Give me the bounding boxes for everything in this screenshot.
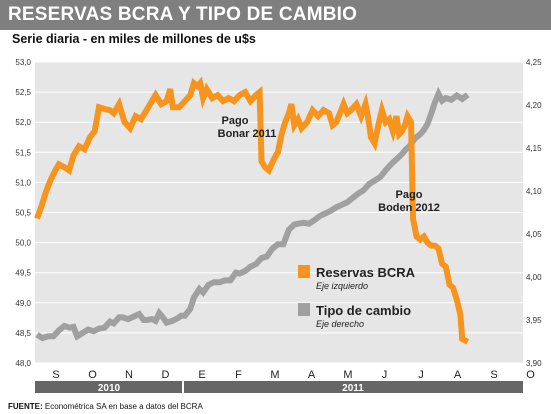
series-lines — [34, 76, 470, 345]
source-text: Econométrica SA en base a datos del BCRA — [44, 402, 203, 411]
right-tick-label: 4,05 — [526, 230, 542, 239]
source-note: FUENTE: Econométrica SA en base a datos … — [8, 402, 203, 411]
annotation-boden: Pago Boden 2012 — [378, 189, 440, 214]
month-tick-label: J — [418, 369, 424, 381]
month-tick-label: E — [198, 369, 205, 381]
year-label-2011: 2011 — [342, 383, 364, 394]
legend-note-tipo: Eje derecho — [316, 319, 364, 329]
left-tick-label: 53,0 — [15, 58, 31, 67]
left-tick-label: 50,0 — [15, 239, 31, 248]
series-line-reservas — [34, 76, 470, 345]
left-tick-label: 49,5 — [15, 269, 31, 278]
month-tick-label: O — [88, 369, 97, 381]
right-axis-ticks: 3,90 3,95 4,00 4,05 4,10 4,15 4,20 4,25 — [526, 58, 542, 368]
annotation-bonar-line2: Bonar 2011 — [218, 128, 277, 140]
right-tick-label: 4,00 — [526, 273, 542, 282]
annotation-bonar-line1: Pago — [222, 115, 249, 127]
annotation-boden-line1: Pago — [396, 189, 423, 201]
left-tick-label: 49,0 — [15, 299, 31, 308]
month-tick-label: S — [490, 369, 497, 381]
month-tick-label: J — [382, 369, 388, 381]
year-label-2010: 2010 — [98, 383, 121, 394]
right-tick-label: 4,15 — [526, 144, 542, 153]
left-tick-label: 48,0 — [15, 359, 31, 368]
left-tick-label: 52,0 — [15, 118, 31, 127]
legend-swatch-tipo — [298, 303, 310, 316]
left-axis-ticks: 48,0 48,5 49,0 49,5 50,0 50,5 51,0 51,5 52,0 52,5… — [15, 58, 31, 368]
legend-swatch-reservas — [298, 265, 310, 278]
month-tick-label: A — [454, 369, 462, 381]
right-tick-label: 4,25 — [526, 58, 542, 67]
series-line-tipo-cambio — [35, 86, 470, 342]
month-tick-label: M — [270, 369, 279, 381]
month-tick-label: M — [343, 369, 352, 381]
annotation-boden-line2: Boden 2012 — [378, 202, 440, 214]
month-tick-label: A — [308, 369, 316, 381]
left-tick-label: 50,5 — [15, 209, 31, 218]
left-tick-label: 51,5 — [15, 148, 31, 157]
left-tick-label: 51,0 — [15, 178, 31, 187]
annotation-bonar: Pago Bonar 2011 — [218, 115, 277, 140]
right-tick-label: 3,95 — [526, 316, 542, 325]
title-bar: RESERVAS BCRA Y TIPO DE CAMBIO — [0, 0, 551, 30]
source-label: FUENTE: — [8, 402, 43, 411]
chart-canvas: 48,0 48,5 49,0 49,5 50,0 50,5 51,0 51,5 52,0 52,5… — [15, 58, 542, 394]
chart-title: RESERVAS BCRA Y TIPO DE CAMBIO — [8, 4, 358, 25]
year-bar-2011 — [184, 381, 523, 393]
right-tick-label: 4,10 — [526, 187, 542, 196]
right-tick-label: 4,20 — [526, 101, 542, 110]
month-tick-label: D — [162, 369, 170, 381]
month-tick-label: N — [125, 369, 133, 381]
legend-note-reservas: Eje izquierdo — [316, 281, 368, 291]
year-bar: 2010 2011 — [35, 381, 523, 394]
legend-label-tipo: Tipo de cambio — [316, 303, 411, 318]
legend-label-reservas: Reservas BCRA — [316, 265, 416, 280]
left-tick-label: 52,5 — [15, 88, 31, 97]
legend: Reservas BCRA Eje izquierdo Tipo de camb… — [298, 265, 416, 329]
chart-subtitle: Serie diaria - en miles de millones de u… — [12, 32, 256, 46]
right-tick-label: 3,90 — [526, 359, 542, 368]
left-tick-label: 48,5 — [15, 329, 31, 338]
month-tick-label: F — [235, 369, 242, 381]
month-tick-label: S — [52, 369, 59, 381]
month-tick-label: O — [526, 369, 535, 381]
year-bar-2010 — [35, 381, 182, 393]
